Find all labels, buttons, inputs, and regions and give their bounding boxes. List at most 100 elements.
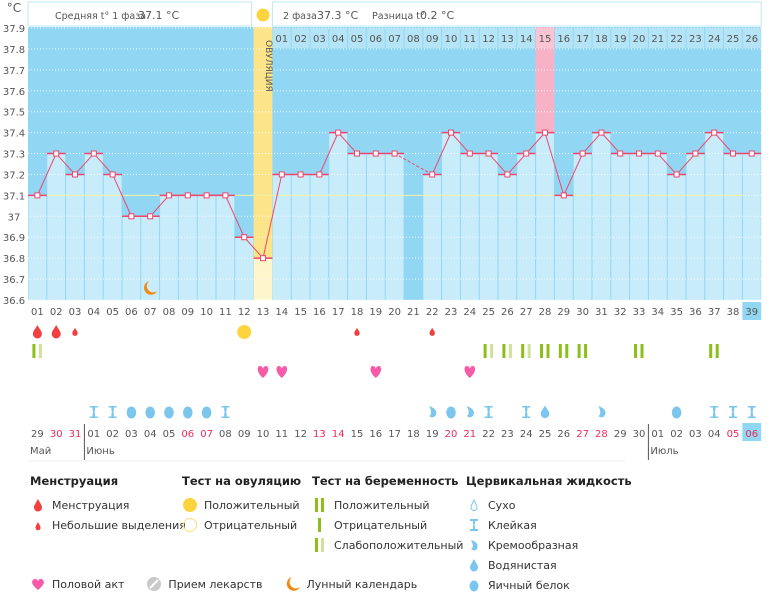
- temperature-point: [147, 213, 154, 220]
- phase2-day-cell: [742, 28, 761, 48]
- temperature-point: [542, 129, 548, 136]
- cycle-day-label: 29: [557, 307, 570, 318]
- temperature-bar: [197, 195, 216, 300]
- cycle-day-label: 36: [689, 307, 702, 318]
- phase2-day-label: 02: [294, 34, 307, 45]
- double-bar-icon: [315, 498, 324, 512]
- diff-value: 0.2 °C: [420, 9, 454, 22]
- temperature-bar: [84, 153, 103, 300]
- legend-title: Тест на овуляцию: [182, 474, 302, 488]
- phase2-day-cell: [536, 28, 554, 48]
- temperature-bar: [611, 153, 630, 300]
- phase2-day-cell: [291, 28, 310, 48]
- phase2-day-cell: [442, 28, 460, 48]
- legend-menstruation: Менструация Менструация Небольшие выделе…: [30, 474, 186, 535]
- phase2-day-cell: [573, 28, 592, 48]
- cycle-day-label: 18: [351, 307, 364, 318]
- temperature-bar: [28, 195, 47, 300]
- date-label: 29: [614, 429, 627, 440]
- phase2-summary-box: [271, 1, 762, 27]
- phase2-day-cell: [348, 28, 366, 48]
- spotting-drop-icon: [429, 327, 435, 336]
- cycle-day-label: 14: [275, 307, 288, 318]
- temperature-point: [260, 255, 266, 262]
- phase1-value: 37.1 °C: [138, 9, 179, 22]
- temperature-line-segment: [713, 132, 734, 154]
- phase2-label: 2 фаза: [283, 11, 317, 22]
- temperature-bar: [47, 153, 66, 300]
- temperature-line-segment: [112, 174, 132, 217]
- cycle-day-label: 39: [745, 307, 758, 318]
- date-label: 12: [294, 429, 307, 440]
- phase2-day-cell: [517, 28, 536, 48]
- cycle-day-label: 22: [426, 307, 439, 318]
- sticky-icon: [710, 406, 719, 418]
- date-label: 30: [50, 429, 63, 440]
- pill-icon: [147, 577, 162, 591]
- temperature-bar: [348, 153, 366, 300]
- phase2-day-cell: [592, 28, 611, 48]
- phase2-day-cell: [329, 28, 348, 48]
- cycle-day-label: 19: [369, 307, 382, 318]
- legend-other: Половой акт Прием лекарств Лунный календ…: [30, 574, 439, 594]
- phase2-day-label: 07: [388, 34, 401, 45]
- cycle-day-label: 23: [445, 307, 458, 318]
- temperature-point: [316, 171, 323, 178]
- cycle-day-label: 08: [163, 307, 176, 318]
- sticky-icon: [522, 406, 531, 418]
- cycle-day-label: 27: [520, 307, 533, 318]
- sticky-icon: [729, 406, 737, 418]
- temperature-line-segment: [318, 132, 339, 175]
- month-label: Июль: [650, 446, 678, 457]
- date-label: 14: [332, 429, 345, 440]
- temperature-point: [654, 150, 661, 157]
- cycle-day-label: 37: [708, 307, 721, 318]
- temperature-point: [748, 150, 755, 157]
- temperature-bar: [160, 195, 178, 300]
- date-label: 31: [69, 429, 82, 440]
- cycle-day-label: 32: [614, 307, 627, 318]
- sun-icon: [183, 498, 197, 512]
- temperature-bar: [742, 153, 761, 300]
- cycle-day-label: 07: [144, 307, 157, 318]
- date-label: 09: [238, 429, 251, 440]
- date-label: 02: [670, 429, 683, 440]
- phase2-day-label: 15: [539, 34, 552, 45]
- y-tick-label: 37.9: [3, 24, 25, 35]
- legend-item: Отрицательный: [182, 515, 301, 535]
- legend-item: Небольшие выделения: [30, 515, 186, 535]
- temperature-line-segment: [657, 153, 677, 175]
- temperature-line-segment: [695, 132, 715, 154]
- cycle-day-label: 30: [576, 307, 589, 318]
- date-label: 20: [445, 429, 458, 440]
- temperature-bar: [366, 153, 385, 300]
- temperature-bar: [686, 153, 705, 300]
- cycle-day-label: 28: [539, 307, 552, 318]
- temperature-point: [222, 192, 229, 199]
- y-tick-label: 37.8: [3, 45, 25, 56]
- heart-icon: [276, 366, 288, 378]
- cycle-day-label: 15: [294, 307, 307, 318]
- temperature-point: [598, 129, 605, 136]
- phase2-day-label: 25: [727, 34, 740, 45]
- phase2-day-label: 08: [407, 34, 420, 45]
- pregnancy-test-weak-icon: [527, 344, 531, 358]
- phase2-day-label: 01: [275, 34, 288, 45]
- temperature-bar: [648, 153, 667, 300]
- date-label: 16: [369, 429, 382, 440]
- y-tick-label: 37.1: [3, 191, 25, 202]
- temperature-bar: [705, 132, 724, 300]
- diff-label: Разница t°: [372, 11, 425, 22]
- phase2-day-label: 21: [651, 34, 664, 45]
- spotting-drop-icon: [354, 327, 360, 336]
- temperature-bar: [141, 216, 160, 300]
- phase2-day-cell: [498, 28, 517, 48]
- test-bar: [634, 344, 637, 358]
- menstruation-drop-icon: [32, 325, 42, 339]
- today-marker: [742, 302, 762, 320]
- egg-white-icon: [164, 406, 174, 419]
- phase2-day-label: 03: [313, 34, 326, 45]
- legend-item: Яичный белок: [466, 575, 632, 595]
- temperature-line-segment: [55, 153, 76, 175]
- temperature-bar: [630, 153, 648, 300]
